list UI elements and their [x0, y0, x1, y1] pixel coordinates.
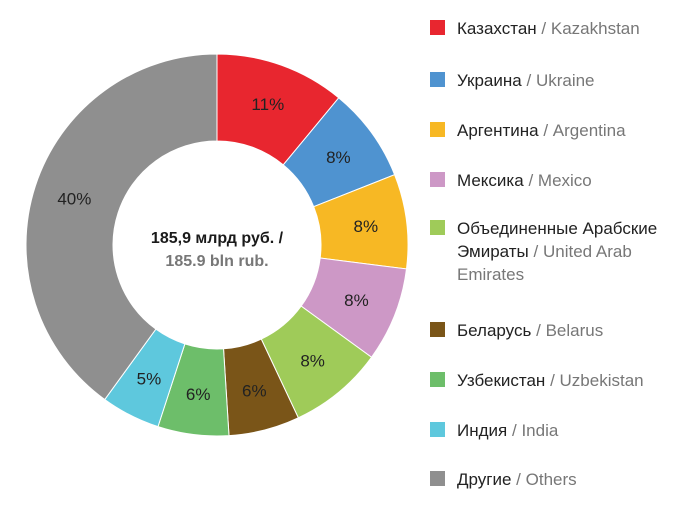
slice-others [25, 53, 218, 401]
legend-swatch [430, 471, 445, 486]
legend-label-ru: Беларусь [457, 321, 532, 340]
legend-label: Узбекистан / Uzbekistan [457, 369, 644, 392]
legend-label: Казахстан / Kazakhstan [457, 17, 640, 40]
legend-item-ukraine: Украина / Ukraine [430, 69, 695, 92]
legend-label-en: Kazakhstan [550, 19, 640, 38]
legend-swatch [430, 122, 445, 137]
legend-swatch [430, 322, 445, 337]
legend-label: Беларусь / Belarus [457, 319, 603, 342]
legend-item-mexico: Мексика / Mexico [430, 169, 695, 192]
legend-label-en: United Arab Emirates [457, 242, 632, 284]
legend-swatch [430, 20, 445, 35]
slice-value-label: 5% [137, 370, 162, 389]
slice-value-label: 8% [354, 217, 379, 236]
legend-separator: / [516, 470, 521, 489]
legend-label-en: Others [525, 470, 577, 489]
slice-value-label: 8% [344, 291, 369, 310]
slice-value-label: 8% [326, 148, 351, 167]
donut-chart: 11% 8% 8% 8% 8% 6% 6% 5% 40% 185,9 млрд руб. / 185… [25, 53, 409, 437]
legend-label-en: Mexico [537, 171, 592, 190]
legend-label-en: Belarus [545, 321, 604, 340]
legend-separator: / [528, 171, 534, 190]
legend-label-ru: Казахстан [457, 19, 537, 38]
legend-label: Объединенные Арабские Эмираты / United A… [457, 217, 695, 286]
donut-hole [114, 142, 320, 348]
center-total-ru: 185,9 млрд руб. / [151, 230, 284, 247]
legend-label: Мексика / Mexico [457, 169, 592, 192]
legend-item-uzbekistan: Узбекистан / Uzbekistan [430, 369, 695, 392]
legend-item-belarus: Беларусь / Belarus [430, 319, 695, 342]
slice-value-label: 8% [300, 352, 325, 371]
legend-separator: / [511, 421, 517, 440]
legend-swatch [430, 372, 445, 387]
slice-value-label: 40% [57, 190, 91, 209]
legend-separator: / [541, 19, 547, 38]
legend-label-ru: Объединенные Арабские Эмираты [457, 219, 658, 261]
legend-item-others: Другие / Others [430, 468, 695, 491]
legend-item-kazakhstan: Казахстан / Kazakhstan [430, 17, 695, 40]
legend-label-ru: Украина [457, 71, 522, 90]
slice-value-label: 6% [242, 381, 267, 400]
legend: Казахстан / Kazakhstan Украина / Ukraine А… [430, 0, 700, 512]
legend-label-ru: Индия [457, 421, 508, 440]
legend-label-ru: Другие [457, 470, 512, 489]
legend-swatch [430, 220, 445, 235]
slice-value-label: 11% [251, 95, 284, 114]
legend-label-ru: Узбекистан [457, 371, 546, 390]
legend-label-ru: Аргентина [457, 121, 539, 140]
legend-item-united-arab-emirates: Объединенные Арабские Эмираты / United A… [430, 217, 695, 286]
legend-label: Индия / India [457, 419, 558, 442]
legend-label-ru: Мексика [457, 171, 524, 190]
legend-label-en: India [521, 421, 559, 440]
legend-label-en: Uzbekistan [559, 371, 644, 390]
slice-value-label: 6% [186, 385, 211, 404]
legend-separator: / [533, 242, 539, 261]
legend-item-india: Индия / India [430, 419, 695, 442]
legend-item-argentina: Аргентина / Argentina [430, 119, 695, 142]
legend-separator: / [526, 71, 532, 90]
legend-separator: / [550, 371, 555, 390]
center-total-en: 185.9 bln rub. [165, 253, 268, 270]
legend-separator: / [543, 121, 549, 140]
legend-label: Украина / Ukraine [457, 69, 595, 92]
legend-swatch [430, 422, 445, 437]
legend-swatch [430, 72, 445, 87]
legend-separator: / [536, 321, 541, 340]
legend-label: Аргентина / Argentina [457, 119, 626, 142]
legend-label-en: Ukraine [535, 71, 595, 90]
legend-label: Другие / Others [457, 468, 577, 491]
legend-swatch [430, 172, 445, 187]
legend-label-en: Argentina [552, 121, 626, 140]
